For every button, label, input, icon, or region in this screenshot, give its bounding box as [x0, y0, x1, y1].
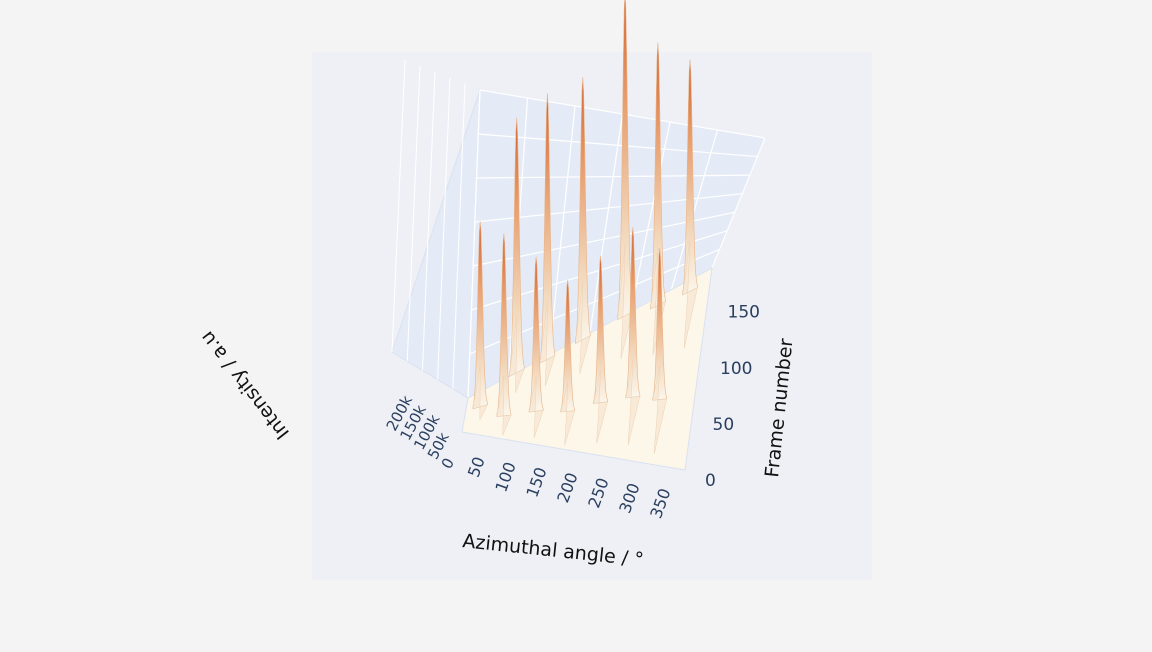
grid-line [467, 89, 481, 399]
surface-tail [560, 382, 576, 446]
z-axis-title: Intensity / a.u [196, 327, 294, 444]
surface-tail [575, 281, 591, 374]
surface-ridge [682, 59, 698, 296]
surface-ridge [652, 248, 668, 401]
surface-ridge [496, 233, 512, 417]
surface-tail [508, 316, 525, 393]
surface-tail [617, 244, 633, 359]
surface-ridge [575, 77, 591, 345]
y-tick-label: 50 [713, 415, 735, 435]
surface-tail [652, 366, 668, 454]
surface-tail [539, 300, 556, 387]
grid-line [589, 113, 624, 334]
grid-line [391, 59, 406, 353]
surface-ridge [650, 42, 666, 310]
surface-ridge [539, 93, 556, 364]
grid-line [469, 248, 720, 355]
surface-tail [682, 240, 698, 349]
grid-line [476, 174, 750, 179]
y-tick-label: 150 [728, 303, 760, 323]
grid-line [478, 133, 758, 158]
surface-ridge [593, 255, 608, 404]
surface-ridge [560, 279, 576, 413]
surface-tail [528, 377, 544, 438]
grid-line [406, 65, 421, 362]
surface-ridge [528, 256, 544, 413]
surface-ridge [472, 221, 488, 410]
grid-line [421, 71, 436, 371]
surface-tail [593, 370, 608, 444]
grid-line [548, 105, 576, 355]
y-tick-label: 0 [705, 471, 716, 491]
surface-ridge [508, 117, 525, 378]
surface-tail [496, 375, 512, 436]
grid-line [452, 83, 466, 389]
surface-tail [625, 359, 641, 446]
surface-ridge [625, 227, 641, 399]
grid-line [670, 129, 719, 290]
grid-line [711, 137, 766, 269]
y-tick-label: 100 [720, 359, 752, 379]
surface-tail [472, 365, 488, 421]
grid-line [437, 77, 451, 380]
grid-line [630, 121, 671, 312]
